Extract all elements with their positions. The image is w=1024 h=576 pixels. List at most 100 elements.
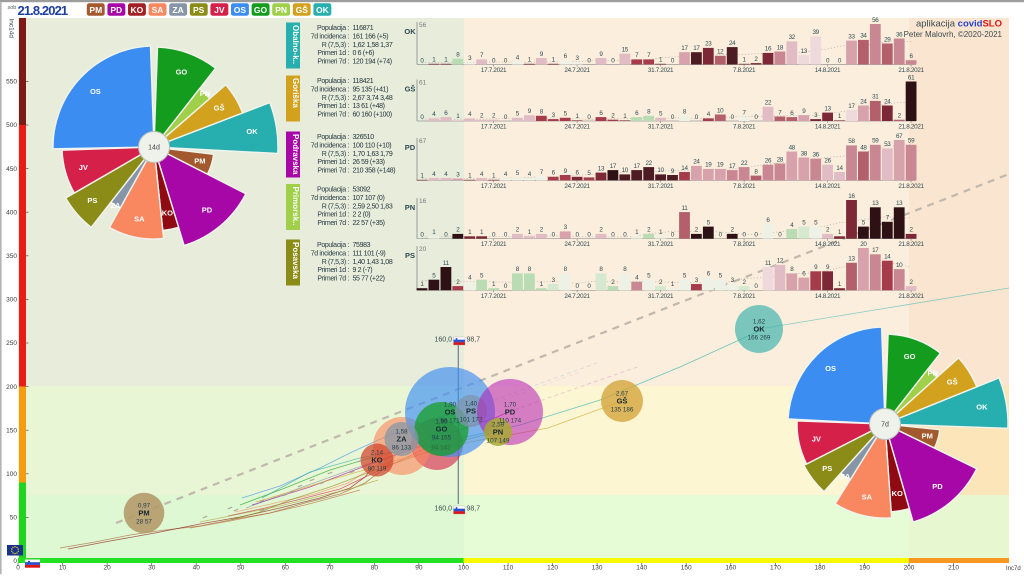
svg-text:0: 0 <box>504 114 508 121</box>
svg-text:PS: PS <box>405 251 415 260</box>
svg-text:14.8.2021: 14.8.2021 <box>815 67 841 74</box>
svg-text:1,62: 1,62 <box>753 319 766 326</box>
svg-text:PN: PN <box>927 368 937 377</box>
svg-text:161 166 (+5): 161 166 (+5) <box>353 33 389 40</box>
svg-text:5: 5 <box>587 170 591 177</box>
svg-text:110 174: 110 174 <box>499 418 522 425</box>
svg-text:6: 6 <box>909 53 913 60</box>
svg-text:31.7.2021: 31.7.2021 <box>648 124 674 131</box>
svg-text:26 59 (+33): 26 59 (+33) <box>353 159 385 166</box>
svg-text:4: 4 <box>468 111 472 118</box>
svg-text:4: 4 <box>432 111 436 118</box>
svg-text:4: 4 <box>432 171 436 178</box>
svg-text:17: 17 <box>729 163 736 170</box>
svg-text:R (7,5,3) :: R (7,5,3) : <box>322 95 350 102</box>
svg-text:6: 6 <box>552 170 556 177</box>
svg-text:31: 31 <box>872 94 879 101</box>
svg-text:8: 8 <box>528 266 532 273</box>
svg-text:14d: 14d <box>148 145 160 152</box>
svg-text:7d incidenca :: 7d incidenca : <box>311 33 350 40</box>
svg-text:7.8.2021: 7.8.2021 <box>733 183 756 190</box>
svg-text:9: 9 <box>814 264 818 271</box>
svg-text:7.8.2021: 7.8.2021 <box>733 124 756 131</box>
svg-text:10: 10 <box>717 107 724 114</box>
svg-text:100 110 (+10): 100 110 (+10) <box>353 142 392 149</box>
svg-text:1: 1 <box>444 57 448 64</box>
svg-text:16: 16 <box>848 193 855 200</box>
svg-text:4: 4 <box>516 54 520 61</box>
svg-text:GO: GO <box>436 425 448 434</box>
svg-text:0: 0 <box>504 283 508 290</box>
svg-text:98 171: 98 171 <box>440 418 460 425</box>
svg-text:Primeri 7d :: Primeri 7d : <box>317 59 349 66</box>
svg-text:0: 0 <box>754 232 758 239</box>
svg-text:0: 0 <box>587 283 591 290</box>
svg-text:1: 1 <box>742 57 746 64</box>
svg-text:Inc7d: Inc7d <box>1006 566 1021 572</box>
svg-text:10: 10 <box>59 565 67 572</box>
svg-text:5: 5 <box>802 219 806 226</box>
svg-text:PS: PS <box>822 464 832 473</box>
svg-text:0: 0 <box>420 232 424 239</box>
svg-text:5: 5 <box>707 219 711 226</box>
svg-text:5: 5 <box>516 170 520 177</box>
svg-text:4: 4 <box>707 111 711 118</box>
svg-text:0: 0 <box>611 232 615 239</box>
svg-text:17: 17 <box>633 163 640 170</box>
svg-text:13: 13 <box>598 165 605 172</box>
svg-text:2: 2 <box>742 279 746 286</box>
svg-text:7: 7 <box>886 215 890 222</box>
svg-text:2: 2 <box>909 279 913 286</box>
svg-text:21.8.2021: 21.8.2021 <box>898 293 924 300</box>
svg-text:PS: PS <box>87 196 97 205</box>
svg-text:17.7.2021: 17.7.2021 <box>481 241 507 248</box>
svg-text:OK: OK <box>404 27 416 36</box>
svg-text:1: 1 <box>838 113 842 120</box>
svg-text:55 77 (+22): 55 77 (+22) <box>353 276 385 283</box>
svg-text:7: 7 <box>540 169 544 176</box>
svg-text:ZA: ZA <box>840 472 851 481</box>
svg-text:6: 6 <box>564 53 568 60</box>
svg-text:120 194 (+74): 120 194 (+74) <box>353 59 392 66</box>
svg-text:PS: PS <box>466 407 476 416</box>
svg-text:3: 3 <box>456 171 460 178</box>
svg-text:JV: JV <box>812 435 821 444</box>
svg-text:550: 550 <box>6 79 17 86</box>
svg-text:4: 4 <box>480 171 484 178</box>
svg-text:17: 17 <box>610 163 617 170</box>
svg-text:12: 12 <box>777 258 784 265</box>
svg-text:5: 5 <box>719 273 723 280</box>
svg-text:2 2 (0): 2 2 (0) <box>353 212 371 219</box>
svg-text:PS: PS <box>193 5 205 15</box>
svg-text:6: 6 <box>790 110 794 117</box>
svg-text:Primeri 7d :: Primeri 7d : <box>317 220 349 227</box>
svg-text:2: 2 <box>456 227 460 234</box>
svg-text:111 101 (-9): 111 101 (-9) <box>353 250 386 257</box>
svg-text:23: 23 <box>705 41 712 48</box>
svg-text:7: 7 <box>480 52 484 59</box>
svg-text:17.7.2021: 17.7.2021 <box>481 67 507 74</box>
svg-text:94 142: 94 142 <box>431 445 451 452</box>
svg-text:PD: PD <box>505 408 516 417</box>
svg-text:8: 8 <box>623 266 627 273</box>
svg-text:4: 4 <box>468 275 472 282</box>
svg-text:PM: PM <box>194 157 205 166</box>
svg-text:1: 1 <box>528 57 532 64</box>
svg-text:ZA: ZA <box>172 5 183 15</box>
svg-text:OK: OK <box>753 325 765 334</box>
svg-text:60: 60 <box>282 565 290 572</box>
svg-text:Populacija :: Populacija : <box>317 187 349 194</box>
svg-text:17: 17 <box>681 45 688 52</box>
svg-text:2: 2 <box>826 227 830 234</box>
svg-text:160: 160 <box>725 565 736 572</box>
svg-text:24.7.2021: 24.7.2021 <box>564 293 590 300</box>
svg-text:98,7: 98,7 <box>467 505 481 512</box>
svg-text:12: 12 <box>717 49 724 56</box>
svg-text:Populacija :: Populacija : <box>317 134 349 141</box>
svg-text:0: 0 <box>778 232 782 239</box>
svg-text:21.8.2021: 21.8.2021 <box>898 183 924 190</box>
svg-text:0: 0 <box>504 232 508 239</box>
svg-text:ZA: ZA <box>110 201 121 210</box>
svg-text:1: 1 <box>468 173 472 180</box>
svg-text:Populacija :: Populacija : <box>317 242 349 249</box>
